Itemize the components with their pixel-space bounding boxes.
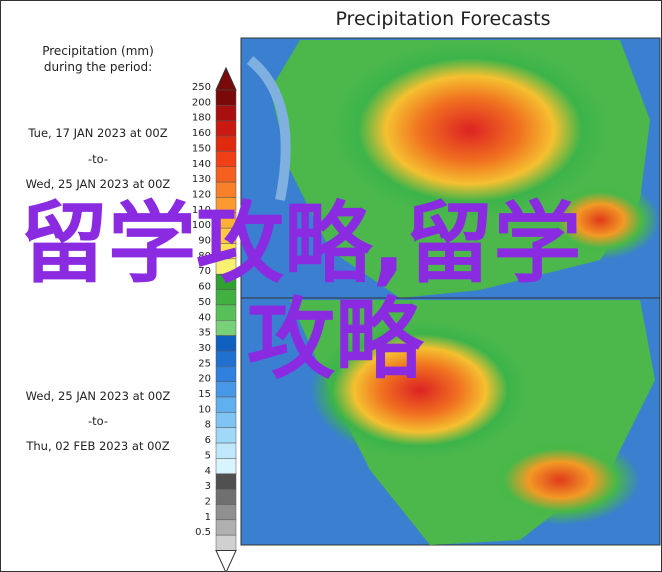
colorbar-cell bbox=[215, 89, 237, 106]
level-label: 35 bbox=[198, 328, 211, 339]
overlay-text: 留学攻略,留学攻略 bbox=[20, 192, 582, 391]
period-label: Wed, 25 JAN 2023 at 00Z bbox=[26, 389, 171, 403]
colorbar-arrow bbox=[215, 66, 237, 91]
legend-heading: Precipitation (mm) bbox=[42, 44, 154, 58]
level-label: 180 bbox=[192, 113, 211, 124]
colorbar-cell bbox=[215, 166, 237, 183]
level-label: 20 bbox=[198, 374, 211, 385]
bottom-map bbox=[240, 297, 661, 546]
level-label: 160 bbox=[192, 128, 211, 139]
colorbar-cell bbox=[215, 427, 237, 444]
level-label: 25 bbox=[198, 358, 211, 369]
level-label: 40 bbox=[198, 312, 211, 323]
level-label: 15 bbox=[198, 389, 211, 400]
level-label: 3 bbox=[205, 481, 211, 492]
level-label: 130 bbox=[192, 174, 211, 185]
level-label: 110 bbox=[192, 205, 211, 216]
legend-heading: during the period: bbox=[44, 60, 152, 74]
level-label: 70 bbox=[198, 266, 211, 277]
period-label: -to- bbox=[88, 414, 108, 428]
level-label: 140 bbox=[192, 159, 211, 170]
colorbar-cell bbox=[215, 120, 237, 137]
colorbar-cell bbox=[215, 504, 237, 521]
level-label: 8 bbox=[205, 420, 211, 431]
period-label: Thu, 02 FEB 2023 at 00Z bbox=[25, 439, 169, 453]
period-label: Tue, 17 JAN 2023 at 00Z bbox=[27, 126, 167, 140]
colorbar-cell bbox=[215, 458, 237, 474]
top-map bbox=[240, 37, 661, 299]
level-label: 200 bbox=[192, 97, 211, 108]
colorbar-cell bbox=[215, 135, 237, 152]
colorbar-cell bbox=[215, 488, 237, 505]
level-label: 80 bbox=[198, 251, 211, 262]
period-label: Wed, 25 JAN 2023 at 00Z bbox=[26, 177, 171, 191]
colorbar-arrow bbox=[215, 550, 237, 572]
level-label: 10 bbox=[198, 404, 211, 415]
level-label: 4 bbox=[205, 466, 211, 477]
level-label: 0.5 bbox=[195, 527, 211, 538]
level-label: 5 bbox=[205, 450, 211, 461]
level-label: 2 bbox=[205, 496, 211, 507]
colorbar-cell bbox=[215, 151, 237, 167]
colorbar-cell bbox=[215, 105, 237, 121]
period-label: -to- bbox=[88, 152, 108, 166]
level-label: 90 bbox=[198, 236, 211, 247]
colorbar-cell bbox=[215, 519, 237, 536]
colorbar-cell bbox=[215, 534, 237, 551]
colorbar-cell bbox=[215, 396, 237, 413]
colorbar-cell bbox=[215, 442, 237, 459]
level-label: 1 bbox=[205, 512, 211, 523]
colorbar-cell bbox=[215, 473, 237, 490]
level-label: 6 bbox=[205, 435, 211, 446]
level-label: 250 bbox=[192, 82, 211, 93]
level-label: 30 bbox=[198, 343, 211, 354]
colorbar-cell bbox=[215, 412, 237, 428]
level-label: 120 bbox=[192, 189, 211, 200]
level-label: 60 bbox=[198, 282, 211, 293]
level-label: 150 bbox=[192, 143, 211, 154]
level-label: 50 bbox=[198, 297, 211, 308]
level-label: 100 bbox=[192, 220, 211, 231]
title: Precipitation Forecasts bbox=[335, 8, 550, 30]
legend: Precipitation (mm) during the period: Tu… bbox=[25, 44, 237, 572]
